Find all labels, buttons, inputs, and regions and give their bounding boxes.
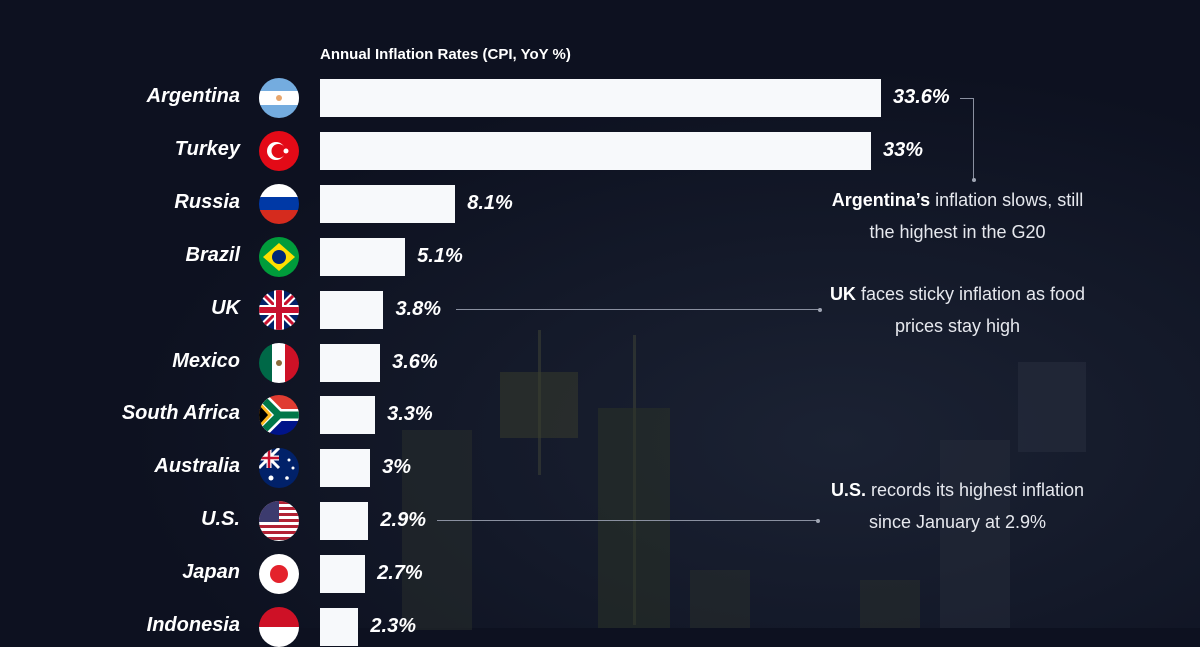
- indonesia-flag-icon: [259, 607, 299, 647]
- category-label: South Africa: [121, 402, 240, 425]
- mexico-flag-icon: [259, 342, 299, 383]
- turkey-flag-icon: [259, 130, 299, 171]
- annotation-bold: UK: [829, 284, 856, 304]
- category-label: Russia: [174, 190, 240, 213]
- annotation-text: records its highest inflation since Janu…: [865, 480, 1085, 532]
- value-label: 2.7%: [377, 562, 423, 585]
- annotation-text: faces sticky inflation as food prices st…: [855, 284, 1086, 336]
- category-label: Brazil: [185, 243, 240, 266]
- value-label: 33%: [882, 138, 923, 161]
- category-label: UK: [211, 296, 240, 319]
- bar: [320, 449, 371, 488]
- chart-title: Annual Inflation Rates (CPI, YoY %): [320, 46, 571, 63]
- value-label: 8.1%: [467, 191, 513, 214]
- category-label: Japan: [182, 561, 240, 584]
- annotation-uk: UK faces sticky inflation as food prices…: [820, 278, 1095, 342]
- annotation-bold: Argentina’s: [831, 190, 931, 210]
- bar: [320, 79, 881, 117]
- category-label: Argentina: [146, 85, 240, 107]
- value-label: 3.8%: [395, 297, 442, 320]
- leader-dot: [818, 307, 822, 312]
- leader-dot: [971, 178, 976, 182]
- value-label: 33.6%: [893, 86, 950, 108]
- bar: [320, 343, 381, 382]
- leader-line: [456, 309, 820, 310]
- leader-dot: [816, 518, 820, 523]
- leader-line: [973, 98, 974, 180]
- russia-flag-icon: [259, 183, 299, 224]
- leader-line: [960, 98, 973, 99]
- annotation-u-s: U.S. records its highest inflation since…: [820, 474, 1095, 538]
- bar: [320, 502, 369, 541]
- annotation-bold: U.S.: [830, 480, 866, 500]
- category-label: U.S.: [201, 508, 240, 531]
- value-label: 3.3%: [387, 403, 433, 426]
- category-label: Mexico: [172, 349, 240, 372]
- value-label: 2.3%: [370, 615, 416, 637]
- value-label: 2.9%: [380, 509, 426, 532]
- bar: [320, 290, 384, 329]
- bar: [320, 608, 359, 646]
- value-label: 3%: [382, 456, 411, 479]
- japan-flag-icon: [259, 554, 299, 595]
- bar: [320, 396, 376, 435]
- annotation-argentina: Argentina’s inflation slows, still the h…: [820, 184, 1095, 248]
- argentina-flag-icon: [259, 78, 299, 118]
- annotation-text: inflation slows, still the highest in th…: [869, 190, 1084, 242]
- bar: [320, 555, 366, 594]
- uk-flag-icon: [259, 289, 299, 330]
- category-label: Turkey: [174, 137, 240, 160]
- leader-line: [437, 520, 818, 521]
- bar: [320, 184, 456, 223]
- category-label: Indonesia: [146, 614, 240, 636]
- us-flag-icon: [259, 501, 299, 542]
- brazil-flag-icon: [259, 236, 299, 277]
- bar: [320, 131, 871, 170]
- australia-flag-icon: [259, 448, 299, 489]
- value-label: 5.1%: [417, 244, 463, 267]
- south-africa-flag-icon: [259, 395, 299, 436]
- category-label: Australia: [154, 455, 240, 478]
- value-label: 3.6%: [392, 350, 438, 373]
- bar: [320, 237, 406, 276]
